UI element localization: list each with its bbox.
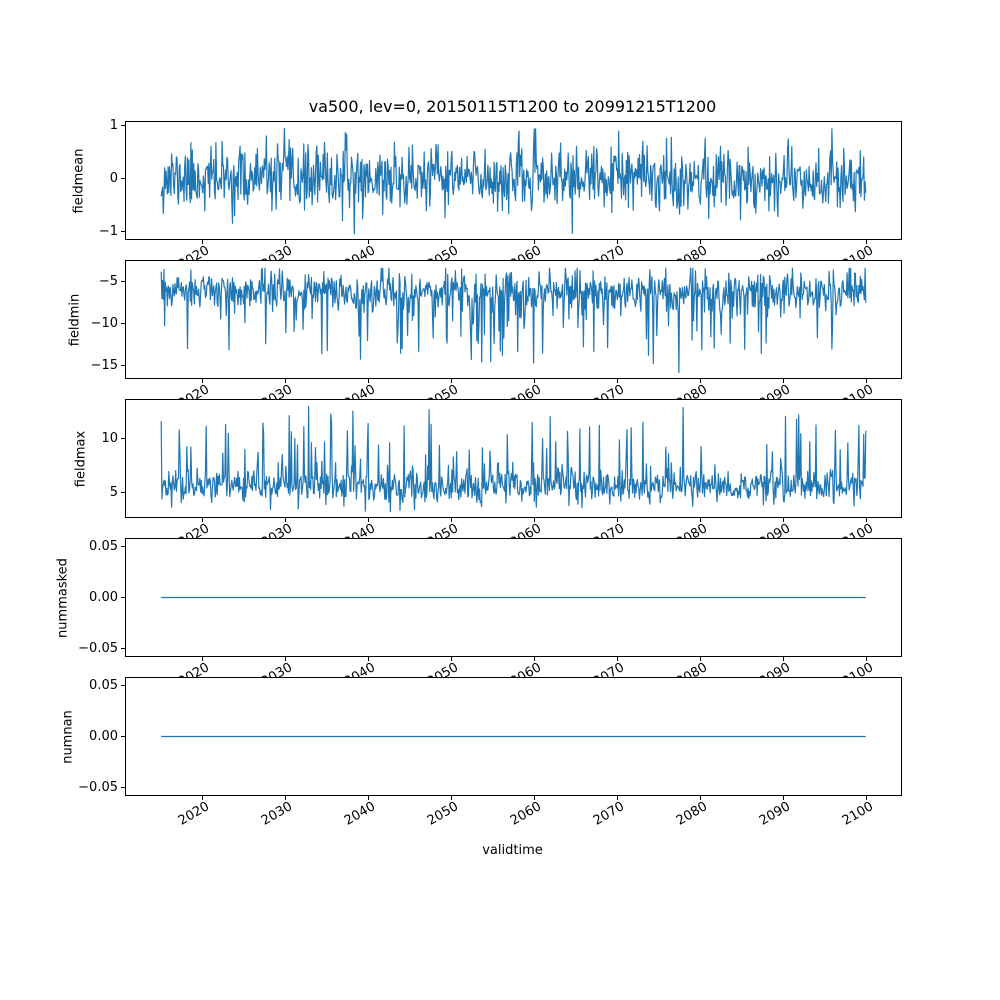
y-tick-label: −0.05 (78, 780, 118, 796)
x-tick-mark (451, 657, 453, 661)
plot-area (161, 735, 866, 738)
y-tick-mark (121, 787, 125, 789)
subplot-fieldmax: fieldmax 10 5 2020 2030 2040 2050 2060 2070 2080… (74, 399, 902, 551)
subplot-nummasked: nummasked 0.05 0.00 −0.05 2020 2030 2040 2050 2… (56, 538, 902, 690)
x-tick-mark (368, 796, 370, 800)
x-tick-mark (285, 240, 287, 244)
y-tick-mark (121, 323, 125, 325)
y-tick-label: 0.05 (89, 677, 118, 693)
x-tick-mark (451, 240, 453, 244)
y-tick-mark (121, 597, 125, 598)
x-tick-mark (202, 240, 204, 244)
subplot-fieldmean: fieldmean 1 0 −1 2020 2030 2040 2050 2060 2070 20… (72, 119, 902, 273)
x-tick-mark (451, 796, 453, 800)
x-tick-label: 2070 (591, 799, 628, 829)
y-tick-mark (121, 684, 125, 686)
x-axis-label: validtime (482, 843, 543, 858)
x-tick-mark (285, 657, 287, 661)
y-tick-mark (121, 177, 125, 179)
x-tick-mark (534, 518, 536, 522)
y-tick-label: −1 (98, 223, 118, 239)
x-tick-mark (368, 518, 370, 522)
subplot-fieldmin: fieldmin −5 −10 −15 2020 2030 2040 2050 2060 207… (68, 260, 902, 412)
x-tick-mark (451, 379, 453, 383)
x-tick-mark (285, 796, 287, 800)
x-tick-mark (866, 379, 868, 383)
x-tick-label: 2080 (674, 799, 711, 829)
subplot-numnan: numnan 0.05 0.00 −0.05 2020 2030 2040 2050 2060… (61, 677, 902, 829)
y-tick-label: 5 (109, 485, 118, 500)
y-tick-label: 10 (101, 430, 118, 446)
x-tick-label: 2100 (839, 799, 877, 829)
line-series-fieldmin (160, 267, 867, 374)
y-tick-mark (121, 125, 125, 127)
plot-area (160, 267, 867, 374)
chart-title: va500, lev=0, 20150115T1200 to 20991215T… (308, 97, 717, 116)
x-tick-mark (534, 657, 536, 661)
y-tick-label: 1 (109, 118, 118, 134)
x-tick-mark (202, 379, 204, 383)
y-tick-mark (121, 648, 125, 650)
x-tick-mark (700, 379, 702, 383)
x-tick-mark (700, 240, 702, 244)
x-tick-mark (866, 518, 868, 522)
x-tick-mark (534, 379, 536, 383)
x-tick-label: 2090 (757, 799, 794, 829)
x-tick-mark (368, 657, 370, 661)
y-tick-mark (121, 281, 125, 283)
x-tick-mark (202, 796, 204, 800)
y-tick-label: 0.00 (89, 729, 118, 744)
y-tick-label: 0.05 (89, 538, 118, 554)
y-tick-label: −15 (90, 358, 118, 374)
x-tick-mark (700, 796, 702, 800)
y-tick-mark (121, 545, 125, 547)
x-tick-mark (285, 379, 287, 383)
plot-area (160, 405, 867, 513)
plot-area (161, 596, 866, 599)
y-tick-label: 0.00 (89, 590, 118, 605)
x-tick-mark (783, 240, 785, 244)
x-tick-mark (617, 657, 619, 661)
x-tick-mark (534, 796, 536, 800)
x-tick-mark (783, 796, 785, 800)
x-tick-mark (534, 240, 536, 244)
y-tick-label: −0.05 (78, 641, 118, 657)
x-tick-mark (617, 796, 619, 800)
y-tick-mark (121, 437, 125, 439)
x-tick-mark (202, 657, 204, 661)
x-tick-label: 2030 (259, 799, 296, 829)
x-tick-mark (783, 379, 785, 383)
x-tick-label: 2050 (425, 799, 462, 829)
x-tick-mark (617, 518, 619, 522)
x-tick-mark (700, 518, 702, 522)
x-tick-label: 2040 (342, 799, 379, 829)
x-tick-mark (368, 379, 370, 383)
x-tick-mark (700, 657, 702, 661)
x-tick-mark (617, 379, 619, 383)
x-tick-mark (368, 240, 370, 244)
x-tick-mark (866, 240, 868, 244)
x-tick-mark (202, 518, 204, 522)
plot-area (160, 127, 867, 235)
y-tick-mark (121, 365, 125, 367)
x-tick-mark (866, 657, 868, 661)
x-tick-label: 2060 (508, 799, 545, 829)
line-series-fieldmean (160, 127, 867, 235)
x-tick-mark (451, 518, 453, 522)
y-tick-label: −10 (90, 316, 118, 332)
x-tick-mark (783, 657, 785, 661)
line-series-fieldmax (160, 405, 867, 513)
y-tick-mark (121, 230, 125, 232)
y-tick-label: 0 (109, 170, 118, 186)
y-tick-label: −5 (98, 274, 118, 290)
y-tick-mark (121, 492, 125, 493)
y-tick-mark (121, 736, 125, 737)
x-tick-mark (617, 240, 619, 244)
x-tick-mark (285, 518, 287, 522)
x-tick-label: 2020 (176, 799, 213, 829)
x-tick-mark (866, 796, 868, 800)
x-tick-mark (783, 518, 785, 522)
